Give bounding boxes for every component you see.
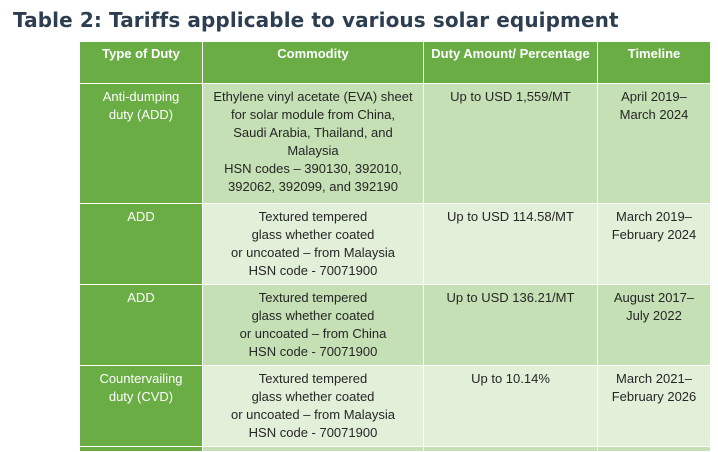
header-timeline: Timeline bbox=[597, 41, 711, 84]
table-row: ADD Textured tempered glass whether coat… bbox=[79, 284, 711, 366]
timeline-cell: March 2019– February 2024 bbox=[597, 203, 711, 285]
header-duty-amount: Duty Amount/ Percentage bbox=[423, 41, 598, 84]
table-title: Table 2: Tariffs applicable to various s… bbox=[13, 8, 619, 32]
commodity-cell: Textured tempered glass whether coated o… bbox=[202, 365, 424, 447]
duty-type-cell: ADD bbox=[79, 203, 203, 285]
duty-amount-cell: Up to USD 114.58/MT bbox=[423, 203, 598, 285]
commodity-cell: Ethylene vinyl acetate (EVA) sheet for s… bbox=[202, 83, 424, 204]
header-commodity: Commodity bbox=[202, 41, 424, 84]
duty-amount-cell: Up to USD 1,559/MT bbox=[423, 83, 598, 204]
timeline-cell: April 2019– March 2024 bbox=[597, 83, 711, 204]
duty-amount-cell: Up to 10.14% bbox=[423, 365, 598, 447]
commodity-cell: Textured tempered glass whether coated o… bbox=[202, 203, 424, 285]
timeline-cell: August 2017– July 2022 bbox=[597, 284, 711, 366]
duty-amount-cell: Up to USD 136.21/MT bbox=[423, 284, 598, 366]
header-type-of-duty: Type of Duty bbox=[79, 41, 203, 84]
commodity-cell: Textured tempered glass whether coated o… bbox=[202, 284, 424, 366]
duty-type-cell: Anti-dumping duty (ADD) bbox=[79, 83, 203, 204]
table-row: ADD Textured tempered glass whether coat… bbox=[79, 203, 711, 285]
timeline-cell: March 2021– February 2026 bbox=[597, 365, 711, 447]
table-row: Countervailing duty (CVD) Textured tempe… bbox=[79, 365, 711, 447]
tariff-table: Type of Duty Commodity Duty Amount/ Perc… bbox=[79, 41, 711, 452]
duty-type-cell: ADD bbox=[79, 284, 203, 366]
duty-type-cell: Countervailing duty (CVD) bbox=[79, 365, 203, 447]
table-header-row: Type of Duty Commodity Duty Amount/ Perc… bbox=[79, 41, 711, 84]
table-row: Anti-dumping duty (ADD) Ethylene vinyl a… bbox=[79, 83, 711, 204]
